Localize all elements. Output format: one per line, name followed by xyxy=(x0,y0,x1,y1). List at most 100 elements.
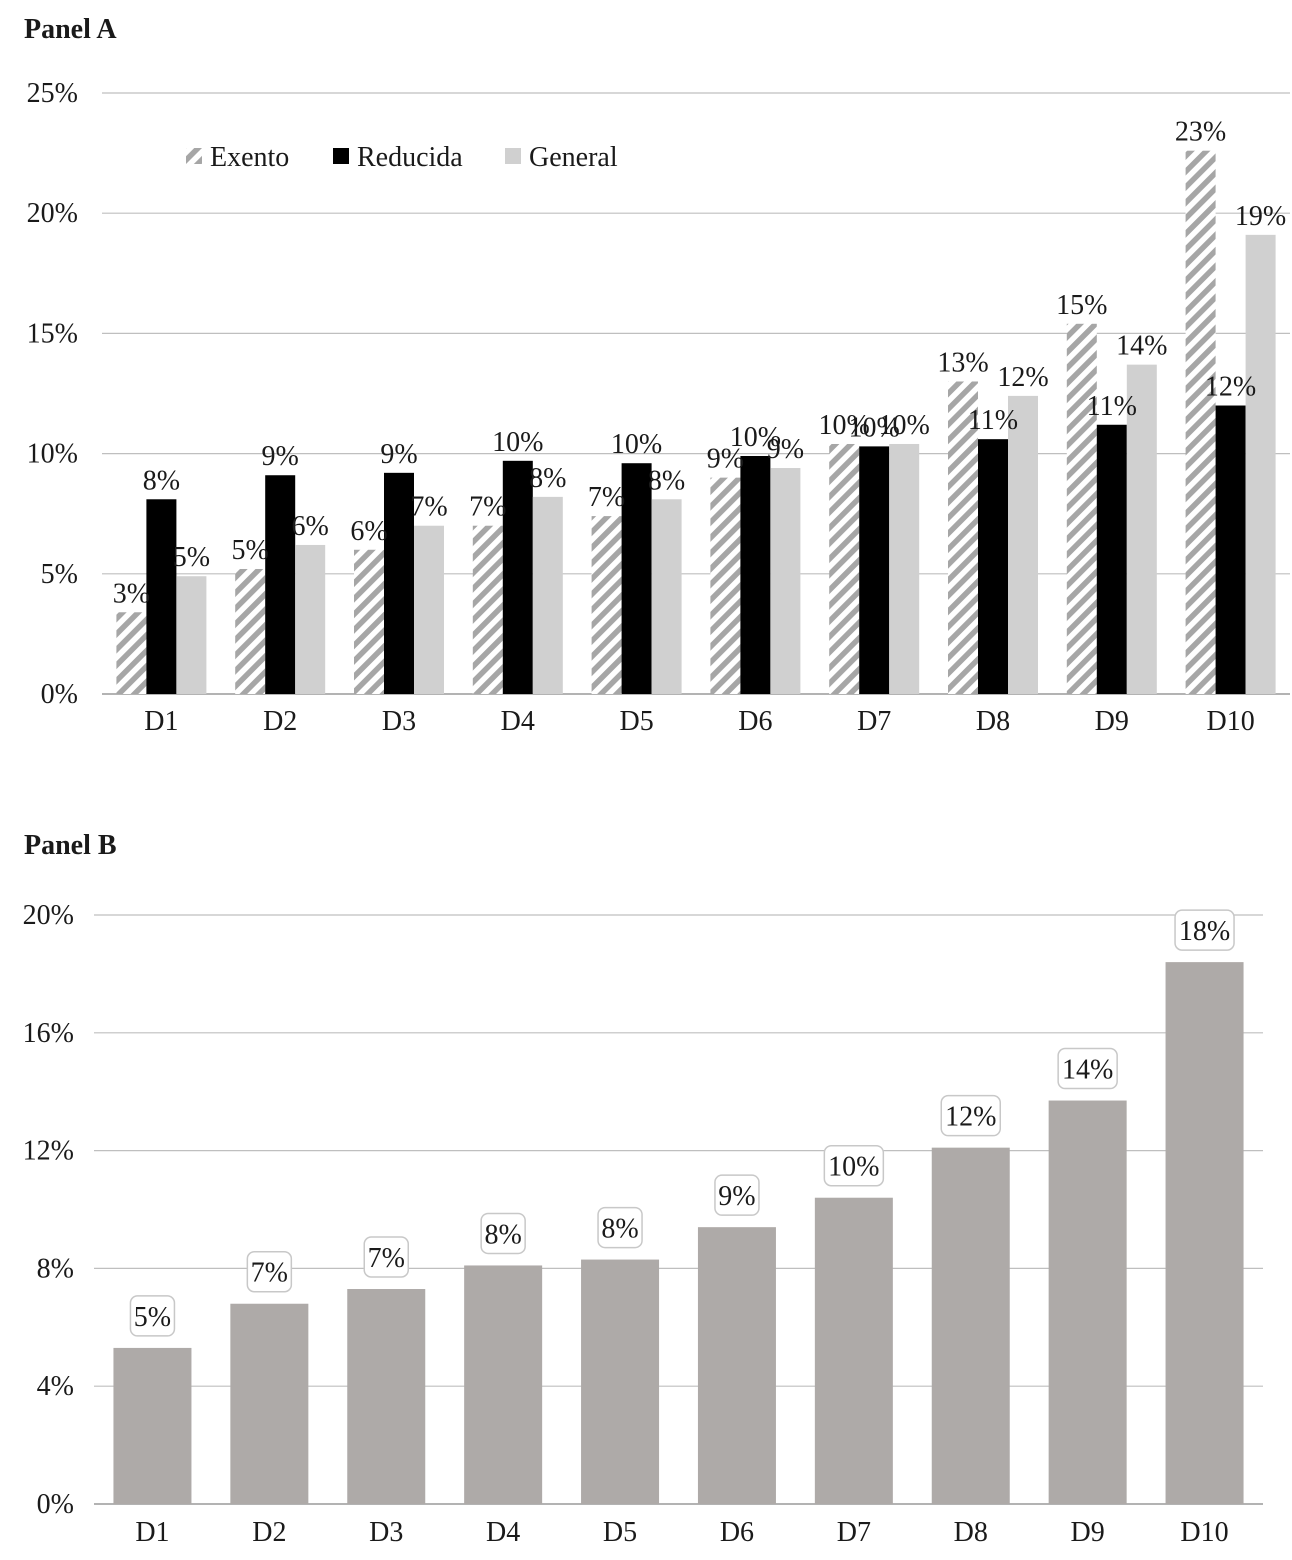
panel-a-bar-general-d7 xyxy=(889,443,920,694)
panel-a-data-label: 9% xyxy=(380,439,417,470)
panel-a-bar-general-d5 xyxy=(651,499,682,694)
panel-b-data-label-box xyxy=(363,1236,409,1278)
panel-a-data-label: 8% xyxy=(648,465,685,496)
panel-a-data-label: 5% xyxy=(173,542,210,573)
panel-b-data-label: 9% xyxy=(718,1181,755,1212)
panel-b-bar-d5 xyxy=(581,1259,660,1504)
panel-a-data-label: 14% xyxy=(1116,331,1167,362)
panel-b-data-label: 12% xyxy=(945,1102,996,1133)
panel-a-data-label: 12% xyxy=(997,362,1048,393)
panel-a-x-tick-label: D1 xyxy=(144,706,178,737)
panel-b-data-label-box xyxy=(246,1250,293,1293)
panel-a-x-tick-label: D10 xyxy=(1206,706,1254,737)
panel-b-bar-d2 xyxy=(230,1303,309,1504)
panel-a-bar-exento-d9 xyxy=(1066,323,1097,694)
panel-b-data-label-box xyxy=(129,1295,176,1337)
panel-b-data-label: 14% xyxy=(1062,1055,1113,1086)
panel-b-bar-d8 xyxy=(931,1147,1010,1504)
panel-b-x-tick-label: D2 xyxy=(252,1517,286,1548)
panel-a-bar-exento-d10 xyxy=(1185,150,1216,695)
panel-b-x-tick-label: D8 xyxy=(954,1517,988,1548)
panel-b-y-tick-label: 12% xyxy=(23,1136,74,1167)
panel-b-x-tick-label: D3 xyxy=(369,1517,403,1548)
panel-a-bar-reducida-d10 xyxy=(1215,405,1246,694)
panel-b-data-label-box xyxy=(940,1094,1001,1137)
panel-a-data-label: 5% xyxy=(232,535,269,566)
panel-b-data-label-box xyxy=(1174,909,1235,951)
panel-b-y-tick-label: 8% xyxy=(37,1253,74,1284)
panel-a-x-tick-label: D3 xyxy=(382,706,416,737)
panel-a-data-label: 10% xyxy=(492,427,543,458)
panel-a-bar-exento-d1 xyxy=(116,612,147,694)
panel-a-y-tick-label: 5% xyxy=(41,559,78,590)
panel-a-y-tick-label: 10% xyxy=(27,439,78,470)
panel-a-data-label: 10% xyxy=(611,429,662,460)
panel-a-bar-general-d9 xyxy=(1126,364,1157,694)
panel-a-x-tick-label: D5 xyxy=(619,706,653,737)
panel-a-bar-reducida-d1 xyxy=(146,499,177,694)
panel-a-data-label: 10% xyxy=(730,422,781,453)
panel-b-y-tick-label: 20% xyxy=(23,900,74,931)
panel-b-bar-d4 xyxy=(464,1265,543,1504)
panel-b-x-tick-label: D5 xyxy=(603,1517,637,1548)
panel-a-data-label: 7% xyxy=(588,482,625,513)
panel-b-bar-d7 xyxy=(814,1197,893,1504)
panel-a-x-tick-label: D7 xyxy=(857,706,891,737)
panel-a-x-tick-label: D8 xyxy=(976,706,1010,737)
panel-b-y-tick-label: 0% xyxy=(37,1489,74,1520)
panel-a-bar-general-d1 xyxy=(176,576,207,694)
panel-b-bar-d9 xyxy=(1048,1100,1127,1504)
panel-a-bar-exento-d6 xyxy=(710,477,741,694)
panel-a-data-label: 10% xyxy=(849,412,900,443)
panel-b-data-label-box xyxy=(480,1212,526,1255)
panel-b-data-label-box xyxy=(714,1174,760,1216)
panel-a-data-label: 7% xyxy=(469,492,506,523)
legend-label-exento: Exento xyxy=(210,142,289,173)
panel-a-data-label: 6% xyxy=(350,516,387,547)
panel-a-data-label: 6% xyxy=(292,511,329,542)
legend-swatch-general xyxy=(505,148,521,164)
panel-a-data-label: 7% xyxy=(410,492,447,523)
panel-b-data-label-box xyxy=(823,1144,885,1187)
panel-a-bar-general-d10 xyxy=(1245,234,1276,694)
panel-a-data-label: 3% xyxy=(113,578,150,609)
panel-b-x-tick-label: D4 xyxy=(486,1517,520,1548)
panel-a-bar-exento-d7 xyxy=(829,443,860,694)
panel-a-bar-general-d2 xyxy=(295,544,326,694)
panel-b-data-label: 8% xyxy=(601,1214,638,1245)
panel-a-bar-reducida-d5 xyxy=(621,463,652,694)
panel-a-bar-reducida-d2 xyxy=(265,475,296,694)
panel-b-title: Panel B xyxy=(24,830,117,861)
panel-a-bar-reducida-d6 xyxy=(740,456,771,694)
panel-a-x-tick-label: D9 xyxy=(1095,706,1129,737)
panel-b-data-label: 7% xyxy=(251,1258,288,1289)
panel-b-y-tick-label: 4% xyxy=(37,1371,74,1402)
panel-a-legend: Exento Reducida General xyxy=(186,142,618,173)
panel-a-y-tick-label: 25% xyxy=(27,78,78,109)
panel-b-bar-d10 xyxy=(1165,962,1244,1504)
panel-a-data-label: 8% xyxy=(143,465,180,496)
panel-b-x-tick-label: D9 xyxy=(1071,1517,1105,1548)
panel-a-x-tick-label: D2 xyxy=(263,706,297,737)
panel-a-data-label: 10% xyxy=(819,410,870,441)
panel-a-bar-general-d4 xyxy=(532,496,563,694)
panel-a-chart: 0% 5% 10% 15% 20% 25% 3% 8% 5% 5% 9% 6% 6% 9% 7% 7% 10%… xyxy=(27,78,1290,737)
panel-a-bar-reducida-d4 xyxy=(502,460,533,694)
panel-a-y-tick-label: 15% xyxy=(27,318,78,349)
panel-b-data-label: 7% xyxy=(368,1243,405,1274)
panel-a-data-label: 23% xyxy=(1175,117,1226,148)
panel-b-x-tick-label: D6 xyxy=(720,1517,754,1548)
panel-a-bar-exento-d2 xyxy=(235,568,266,694)
panel-a-data-label: 8% xyxy=(529,463,566,494)
panel-a-data-label: 11% xyxy=(1087,391,1137,422)
panel-a-bar-exento-d8 xyxy=(948,381,978,694)
panel-a-bar-exento-d3 xyxy=(354,549,384,694)
panel-a-bar-exento-d4 xyxy=(472,525,503,694)
panel-b-bar-d6 xyxy=(697,1227,776,1504)
panel-b-y-tick-label: 16% xyxy=(23,1018,74,1049)
panel-a-bar-reducida-d7 xyxy=(859,446,890,694)
panel-a-data-label: 9% xyxy=(262,441,299,472)
panel-a-data-label: 19% xyxy=(1235,201,1286,232)
panel-a-y-tick-label: 20% xyxy=(27,198,78,229)
legend-label-general: General xyxy=(529,142,618,173)
